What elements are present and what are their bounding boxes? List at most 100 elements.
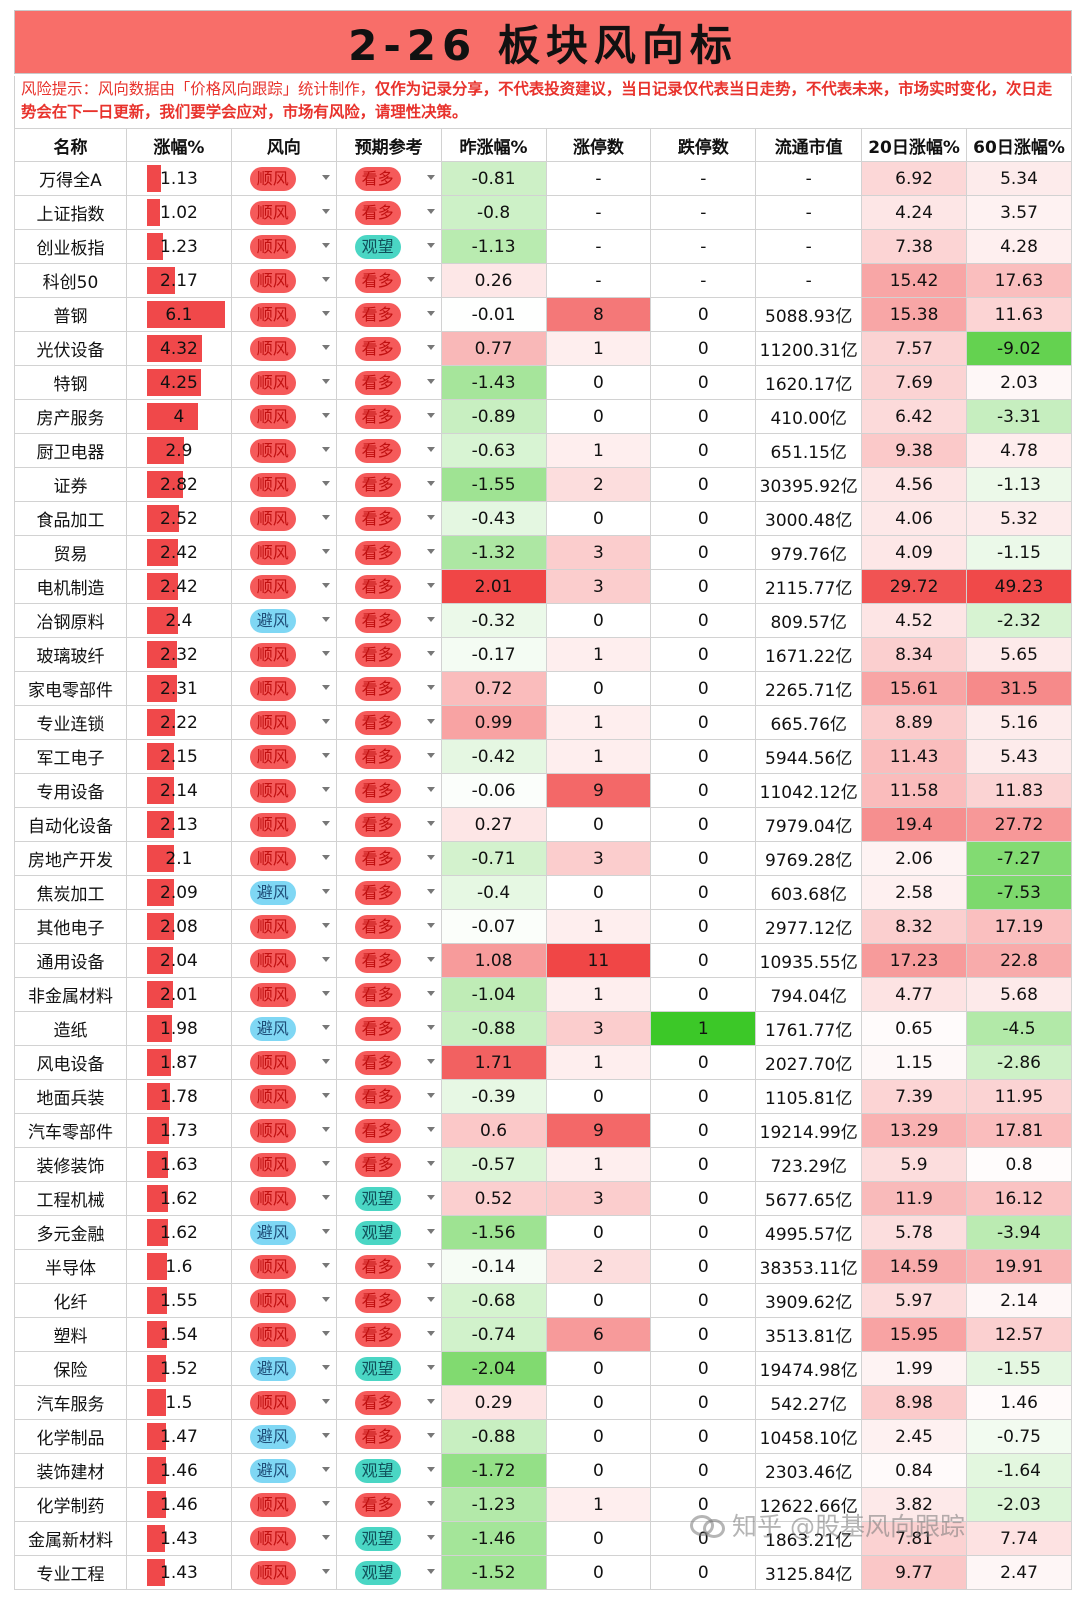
row-wind[interactable]: 避风 (230, 875, 337, 910)
row-wind[interactable]: 顺风 (230, 467, 337, 502)
dropdown-arrow-icon[interactable] (321, 1467, 330, 1472)
row-wind[interactable]: 顺风 (230, 1045, 337, 1080)
row-expectation[interactable]: 观望 (335, 1215, 442, 1250)
dropdown-arrow-icon[interactable] (321, 277, 330, 282)
dropdown-arrow-icon[interactable] (426, 379, 435, 384)
row-expectation[interactable]: 看多 (335, 195, 442, 230)
row-wind[interactable]: 顺风 (230, 569, 337, 604)
dropdown-arrow-icon[interactable] (321, 1025, 330, 1030)
row-expectation[interactable]: 观望 (335, 229, 442, 264)
row-wind[interactable]: 顺风 (230, 739, 337, 774)
row-expectation[interactable]: 看多 (335, 739, 442, 774)
dropdown-arrow-icon[interactable] (321, 991, 330, 996)
dropdown-arrow-icon[interactable] (321, 923, 330, 928)
dropdown-arrow-icon[interactable] (321, 481, 330, 486)
row-expectation[interactable]: 看多 (335, 1079, 442, 1114)
row-expectation[interactable]: 看多 (335, 1249, 442, 1284)
dropdown-arrow-icon[interactable] (426, 515, 435, 520)
dropdown-arrow-icon[interactable] (321, 1263, 330, 1268)
row-wind[interactable]: 顺风 (230, 263, 337, 298)
dropdown-arrow-icon[interactable] (426, 549, 435, 554)
dropdown-arrow-icon[interactable] (426, 1195, 435, 1200)
dropdown-arrow-icon[interactable] (426, 855, 435, 860)
row-expectation[interactable]: 看多 (335, 1113, 442, 1148)
row-expectation[interactable]: 看多 (335, 875, 442, 910)
dropdown-arrow-icon[interactable] (321, 1501, 330, 1506)
row-expectation[interactable]: 看多 (335, 1045, 442, 1080)
row-expectation[interactable]: 看多 (335, 637, 442, 672)
row-expectation[interactable]: 看多 (335, 535, 442, 570)
dropdown-arrow-icon[interactable] (426, 1569, 435, 1574)
dropdown-arrow-icon[interactable] (321, 1569, 330, 1574)
header-wind[interactable]: 风向 (230, 128, 337, 162)
dropdown-arrow-icon[interactable] (321, 175, 330, 180)
dropdown-arrow-icon[interactable] (426, 583, 435, 588)
row-wind[interactable]: 顺风 (230, 161, 337, 196)
row-expectation[interactable]: 看多 (335, 1283, 442, 1318)
row-wind[interactable]: 顺风 (230, 637, 337, 672)
row-expectation[interactable]: 看多 (335, 977, 442, 1012)
dropdown-arrow-icon[interactable] (426, 175, 435, 180)
dropdown-arrow-icon[interactable] (426, 1297, 435, 1302)
row-expectation[interactable]: 看多 (335, 1487, 442, 1522)
row-wind[interactable]: 顺风 (230, 909, 337, 944)
dropdown-arrow-icon[interactable] (426, 345, 435, 350)
dropdown-arrow-icon[interactable] (426, 1535, 435, 1540)
row-wind[interactable]: 顺风 (230, 1079, 337, 1114)
row-wind[interactable]: 顺风 (230, 229, 337, 264)
row-expectation[interactable]: 看多 (335, 297, 442, 332)
header-market-cap[interactable]: 流通市值 (755, 128, 863, 162)
header-expectation[interactable]: 预期参考 (335, 128, 442, 162)
dropdown-arrow-icon[interactable] (426, 1331, 435, 1336)
row-expectation[interactable]: 看多 (335, 773, 442, 808)
dropdown-arrow-icon[interactable] (426, 719, 435, 724)
dropdown-arrow-icon[interactable] (321, 243, 330, 248)
dropdown-arrow-icon[interactable] (426, 1127, 435, 1132)
dropdown-arrow-icon[interactable] (321, 1365, 330, 1370)
row-expectation[interactable]: 看多 (335, 943, 442, 978)
row-wind[interactable]: 避风 (230, 1351, 337, 1386)
dropdown-arrow-icon[interactable] (426, 1467, 435, 1472)
dropdown-arrow-icon[interactable] (426, 787, 435, 792)
row-wind[interactable]: 顺风 (230, 1113, 337, 1148)
dropdown-arrow-icon[interactable] (426, 821, 435, 826)
dropdown-arrow-icon[interactable] (321, 311, 330, 316)
row-wind[interactable]: 顺风 (230, 977, 337, 1012)
dropdown-arrow-icon[interactable] (321, 1297, 330, 1302)
dropdown-arrow-icon[interactable] (426, 685, 435, 690)
row-wind[interactable]: 顺风 (230, 671, 337, 706)
header-60d-change[interactable]: 60日涨幅% (966, 128, 1072, 162)
dropdown-arrow-icon[interactable] (321, 549, 330, 554)
row-expectation[interactable]: 看多 (335, 909, 442, 944)
row-expectation[interactable]: 看多 (335, 467, 442, 502)
dropdown-arrow-icon[interactable] (321, 685, 330, 690)
row-expectation[interactable]: 看多 (335, 671, 442, 706)
dropdown-arrow-icon[interactable] (426, 311, 435, 316)
dropdown-arrow-icon[interactable] (321, 1535, 330, 1540)
dropdown-arrow-icon[interactable] (321, 1127, 330, 1132)
dropdown-arrow-icon[interactable] (426, 1365, 435, 1370)
row-expectation[interactable]: 看多 (335, 841, 442, 876)
row-expectation[interactable]: 看多 (335, 263, 442, 298)
dropdown-arrow-icon[interactable] (426, 1059, 435, 1064)
dropdown-arrow-icon[interactable] (426, 957, 435, 962)
row-wind[interactable]: 避风 (230, 1419, 337, 1454)
row-wind[interactable]: 顺风 (230, 943, 337, 978)
row-expectation[interactable]: 看多 (335, 807, 442, 842)
row-wind[interactable]: 顺风 (230, 1521, 337, 1556)
row-wind[interactable]: 避风 (230, 1215, 337, 1250)
dropdown-arrow-icon[interactable] (426, 243, 435, 248)
dropdown-arrow-icon[interactable] (426, 1433, 435, 1438)
row-expectation[interactable]: 观望 (335, 1555, 442, 1590)
row-wind[interactable]: 顺风 (230, 1555, 337, 1590)
row-wind[interactable]: 顺风 (230, 501, 337, 536)
dropdown-arrow-icon[interactable] (321, 719, 330, 724)
row-expectation[interactable]: 看多 (335, 1011, 442, 1046)
row-wind[interactable]: 顺风 (230, 433, 337, 468)
row-wind[interactable]: 顺风 (230, 1317, 337, 1352)
row-wind[interactable]: 顺风 (230, 331, 337, 366)
row-expectation[interactable]: 观望 (335, 1521, 442, 1556)
row-expectation[interactable]: 看多 (335, 603, 442, 638)
row-expectation[interactable]: 看多 (335, 1147, 442, 1182)
row-expectation[interactable]: 看多 (335, 1385, 442, 1420)
